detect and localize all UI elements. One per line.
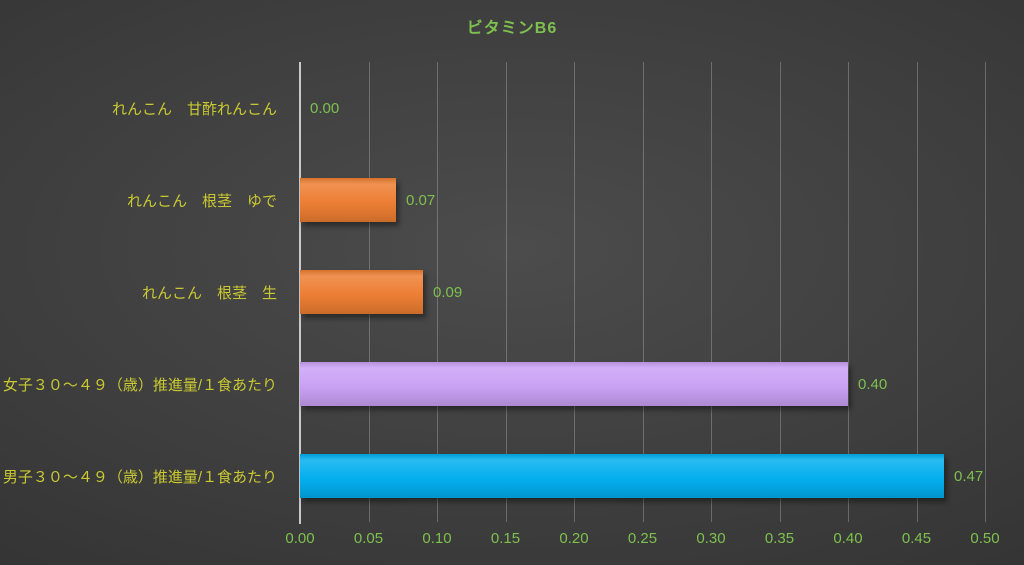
gridline: [848, 62, 849, 522]
gridline: [985, 62, 986, 522]
gridline: [711, 62, 712, 522]
gridline: [574, 62, 575, 522]
x-axis-ticks: 0.00 0.05 0.10 0.15 0.20 0.25 0.30 0.35 0.40 0.45…: [285, 530, 999, 552]
category-labels: れんこん 甘酢れんこんれんこん 根茎 ゆでれんこん 根茎 生女子３０～４９（歳）…: [0, 62, 290, 522]
category-label: れんこん 根茎 ゆで: [126, 192, 277, 210]
gridline: [642, 62, 644, 522]
x-tick-label: 0.05: [353, 530, 384, 547]
x-tick-label: 0.10: [422, 530, 452, 547]
bar: [300, 178, 396, 222]
gridline: [437, 62, 438, 522]
category-label: れんこん 甘酢れんこん: [111, 100, 277, 118]
bar-value-label: 0.47: [954, 467, 984, 485]
bar: [300, 270, 423, 314]
bar-value-label: 0.09: [433, 283, 463, 301]
gridline: [505, 62, 507, 522]
category-label: 女子３０～４９（歳）推進量/１食あたり: [2, 376, 277, 394]
bar-value-label: 0.40: [858, 375, 888, 393]
category-label: れんこん 根茎 生: [141, 284, 277, 302]
bar-value-label: 0.00: [310, 99, 340, 117]
category-label: 男子３０～４９（歳）推進量/１食あたり: [2, 468, 277, 486]
x-tick-label: 0.20: [559, 530, 589, 547]
x-tick-label: 0.00: [285, 530, 315, 547]
gridline: [779, 62, 781, 522]
chart-title: ビタミンB6: [466, 20, 558, 37]
x-tick-label: 0.50: [970, 530, 1000, 547]
bar: [300, 362, 848, 406]
x-tick-label: 0.25: [627, 530, 658, 547]
plot-area: 0.00 0.07 0.09 0.40 0.47: [299, 62, 986, 524]
x-tick-label: 0.40: [833, 530, 863, 547]
x-tick-label: 0.15: [490, 530, 521, 547]
x-tick-label: 0.35: [764, 530, 795, 547]
gridline: [916, 62, 918, 522]
x-tick-label: 0.45: [901, 530, 932, 547]
bar-value-label: 0.07: [406, 191, 436, 209]
x-tick-label: 0.30: [696, 530, 726, 547]
bar: [300, 454, 944, 498]
